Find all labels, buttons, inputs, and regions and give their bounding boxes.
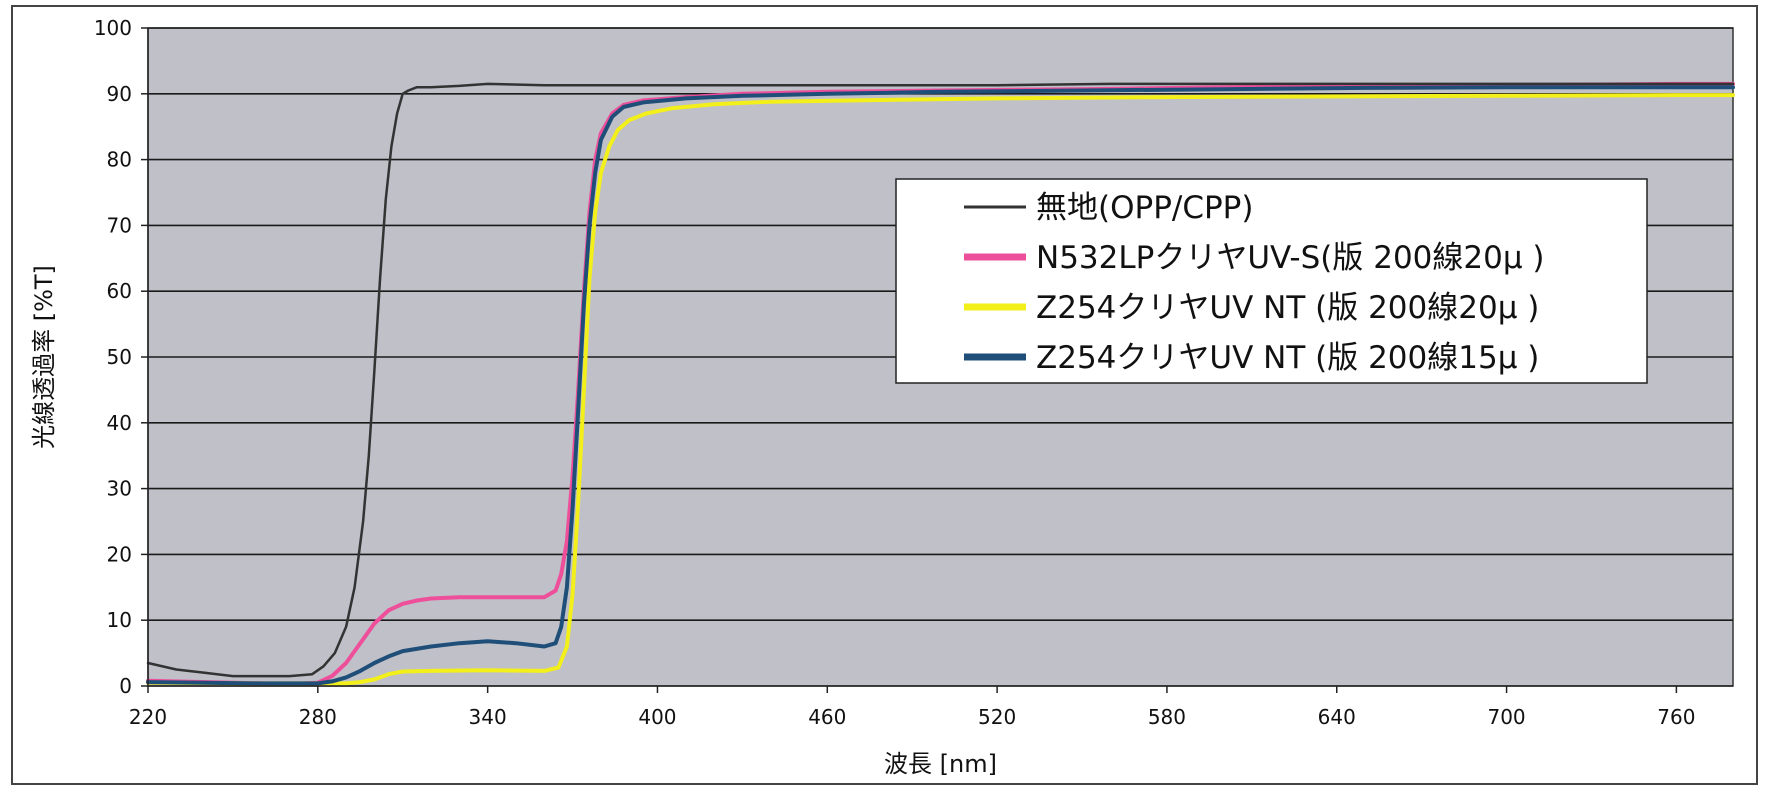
x-tick-label: 580 (1148, 705, 1186, 729)
series-line-4 (146, 85, 1735, 686)
x-tick-label: 400 (638, 705, 676, 729)
x-tick-label: 760 (1657, 705, 1695, 729)
x-tick-label: 280 (299, 705, 337, 729)
legend-box (895, 178, 1648, 384)
x-tick-label: 340 (469, 705, 507, 729)
axes: 0 10 20 30 40 50 60 70 80 90 100 220 280 340 400 460 520… (30, 16, 1733, 778)
series-line-3 (146, 93, 1735, 686)
legend-label: 無地(OPP/CPP) (1036, 190, 1253, 226)
legend-label: Z254クリヤUV NT (版 200線20µ ) (1036, 290, 1539, 326)
y-tick-label: 90 (107, 82, 132, 106)
series-line-1 (146, 82, 1735, 678)
legend-label: Z254クリヤUV NT (版 200線15µ ) (1036, 340, 1539, 376)
y-tick-label: 80 (107, 148, 132, 172)
x-axis-label: 波長 [nm] (884, 750, 997, 778)
y-tick-label: 10 (107, 608, 132, 632)
y-tick-label: 60 (107, 279, 132, 303)
y-tick-label: 100 (94, 16, 132, 40)
x-tick-label: 220 (129, 705, 167, 729)
x-tick-label: 520 (978, 705, 1016, 729)
y-tick-label: 0 (119, 674, 132, 698)
series-lines (146, 81, 1735, 686)
x-tick-label: 460 (808, 705, 846, 729)
legend: 無地(OPP/CPP) N532LPクリヤUV-S(版 200線20µ ) Z254… (895, 178, 1648, 384)
x-tick-label: 700 (1487, 705, 1525, 729)
y-tick-label: 30 (107, 477, 132, 501)
x-tick-label: 640 (1318, 705, 1356, 729)
legend-label: N532LPクリヤUV-S(版 200線20µ ) (1036, 240, 1545, 276)
y-tick-label: 70 (107, 213, 132, 237)
y-tick-label: 20 (107, 542, 132, 566)
y-axis-label: 光線透過率 [%T] (30, 265, 58, 449)
y-tick-label: 50 (107, 345, 132, 369)
y-tick-label: 40 (107, 411, 132, 435)
